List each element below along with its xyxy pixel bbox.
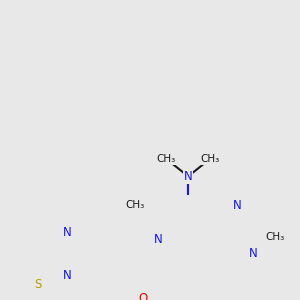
Text: O: O <box>138 292 147 300</box>
Text: N: N <box>154 233 162 246</box>
Text: CH₃: CH₃ <box>157 154 176 164</box>
Text: N: N <box>249 247 258 260</box>
Text: N: N <box>63 269 72 282</box>
Text: N: N <box>233 199 242 212</box>
Text: N: N <box>184 170 193 183</box>
Text: N: N <box>63 226 72 239</box>
Text: S: S <box>34 278 42 291</box>
Text: CH₃: CH₃ <box>266 232 285 242</box>
Text: CH₃: CH₃ <box>126 200 145 211</box>
Text: CH₃: CH₃ <box>200 154 220 164</box>
